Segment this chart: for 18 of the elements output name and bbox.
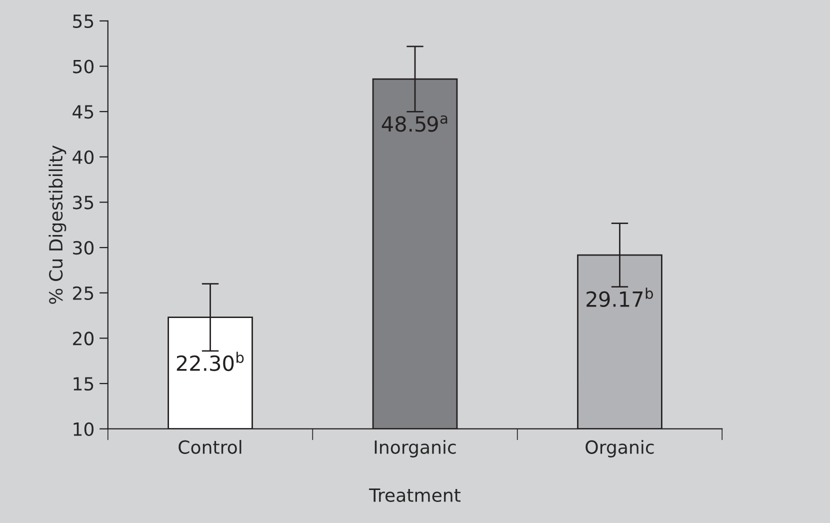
data-label: 22.30$^{b}$ (176, 352, 244, 372)
data-label: 48.59$^{a}$ (382, 115, 448, 132)
y-tick-label: 15 (74, 377, 94, 391)
x-tick-label: Inorganic (374, 440, 456, 458)
y-tick-label: 20 (73, 332, 94, 346)
y-tick-label: 40 (72, 150, 94, 164)
x-axis-title: Treatment (369, 488, 460, 502)
y-tick-label: 30 (73, 241, 94, 255)
y-tick-label: 55 (73, 14, 94, 28)
y-tick-label: 50 (73, 60, 94, 74)
y-tick-label: 35 (73, 196, 94, 210)
y-tick-label: 45 (72, 105, 94, 119)
x-tick-label: Control (178, 440, 242, 454)
y-axis-title: % Cu Digestibility (48, 145, 66, 304)
data-label: 29.17$^{b}$ (586, 288, 653, 307)
y-tick-label: 10 (74, 422, 94, 436)
y-tick-label: 25 (73, 286, 94, 300)
x-tick-label: Organic (586, 440, 654, 458)
